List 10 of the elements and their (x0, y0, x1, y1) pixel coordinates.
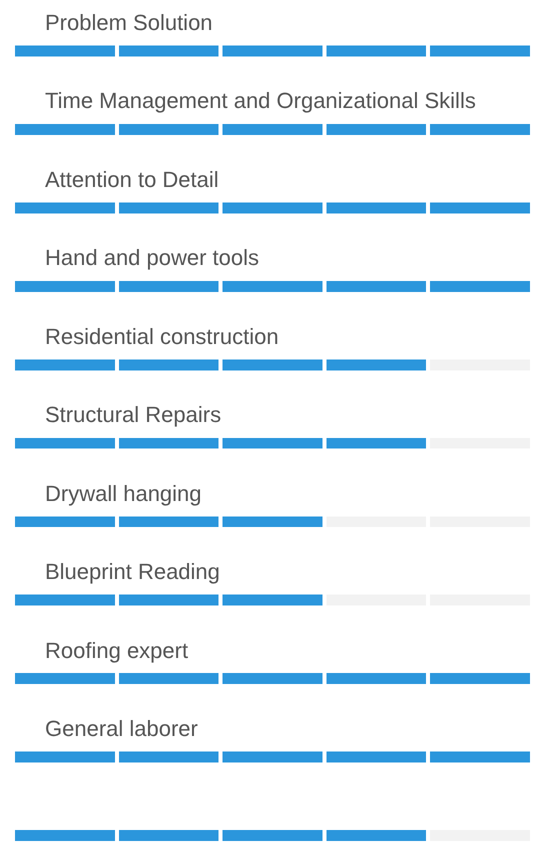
y-tick-label: Drywall hanging (45, 481, 202, 506)
y-tick-label: Time Management and Organizational Skills (45, 88, 476, 113)
y-tick-label: Attention to Detail (45, 167, 219, 192)
y-tick-label: General laborer (45, 716, 198, 741)
y-tick-label: Blueprint Reading (45, 559, 220, 584)
y-tick-label: Hand and power tools (45, 245, 260, 270)
y-tick-label: Structural Repairs (45, 402, 222, 427)
y-tick-label: Problem Solution (45, 10, 213, 35)
y-tick-label: Residential construction (45, 324, 279, 349)
y-tick-label: Roofing expert (45, 638, 188, 663)
